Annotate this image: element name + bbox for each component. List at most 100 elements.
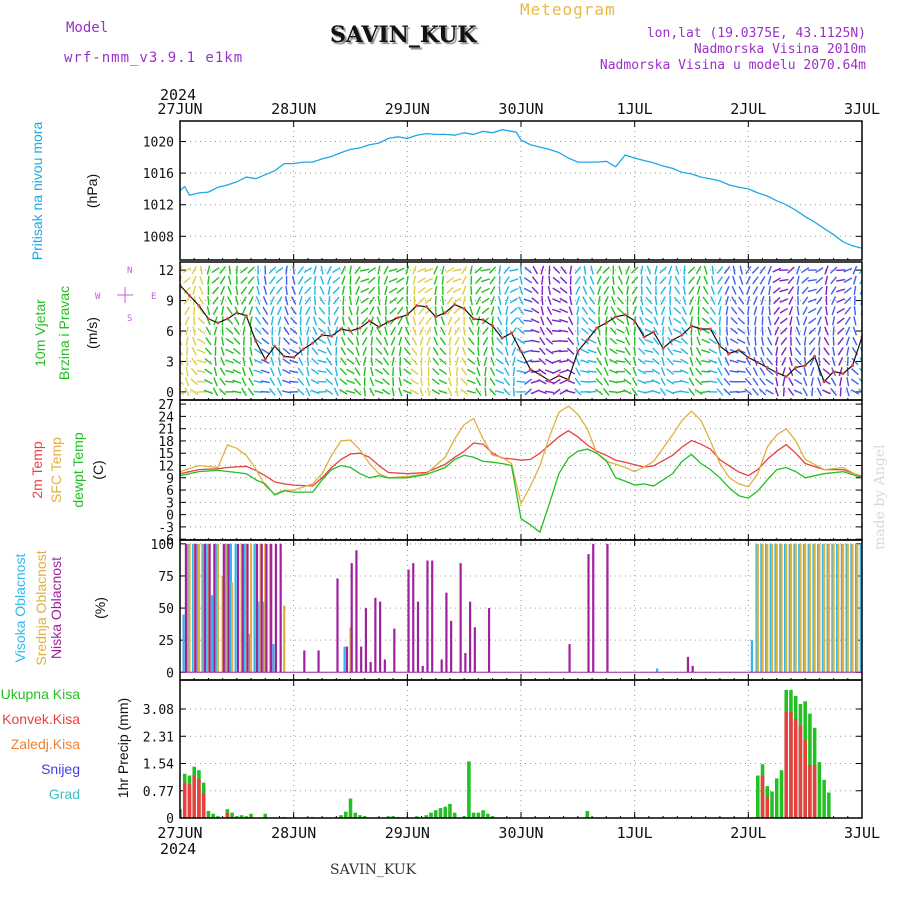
wind-arrow	[672, 338, 682, 344]
wind-arrow	[332, 267, 341, 274]
wind-arrow	[346, 368, 355, 375]
bar-mid_cloud	[249, 543, 253, 673]
bar-mid_cloud	[856, 543, 859, 673]
wind-arrow	[455, 367, 459, 377]
wind-arrow	[455, 387, 459, 397]
wind-arrow	[598, 306, 601, 316]
wind-arrow	[787, 286, 795, 295]
bar-mid_cloud	[197, 543, 201, 673]
series-line-sfc	[180, 405, 862, 506]
wind-arrow	[334, 336, 338, 346]
wind-gust-point	[595, 326, 599, 330]
wind-arrow	[270, 316, 274, 326]
bar-high_cloud	[248, 633, 251, 673]
temp-axis-title-2: SFC Temp	[48, 437, 64, 503]
wind-arrow	[832, 326, 835, 336]
wind-arrow	[602, 387, 610, 396]
wind-arrow	[405, 265, 410, 275]
wind-arrow	[332, 276, 341, 284]
wind-arrow	[803, 367, 807, 377]
wind-gust-point	[235, 311, 239, 315]
wind-arrow	[481, 307, 490, 315]
wind-arrow	[779, 317, 788, 325]
wind-arrow	[305, 306, 311, 315]
wind-gust-point	[841, 372, 845, 376]
wind-arrow	[818, 336, 821, 346]
wind-arrow	[694, 378, 703, 386]
wind-gust-point	[216, 321, 220, 325]
bar-mid_cloud	[808, 543, 812, 673]
y-tick-label: 6	[166, 325, 174, 340]
wind-arrow	[597, 296, 601, 306]
bar-mid_cloud	[789, 543, 793, 673]
series-line-dewpt	[180, 448, 862, 534]
bar-high_cloud	[262, 601, 266, 673]
wind-arrow	[482, 336, 489, 346]
y-tick-label: 3.08	[143, 703, 174, 718]
wind-arrow	[524, 266, 532, 274]
wind-arrow	[552, 369, 561, 375]
year-label-top: 2024	[160, 86, 196, 104]
wind-arrow	[544, 390, 554, 394]
bar-high_cloud	[206, 543, 209, 673]
wind-arrow	[803, 326, 807, 336]
bar-high_cloud	[764, 543, 768, 673]
wind-arrow	[461, 357, 468, 366]
wind-arrow	[490, 356, 495, 366]
y-tick-label: 21	[158, 423, 174, 438]
wind-arrow	[452, 268, 462, 272]
wind-arrow	[204, 379, 213, 385]
wind-arrow	[689, 367, 694, 376]
bar-high_cloud	[845, 543, 848, 673]
bar-high_cloud	[798, 543, 801, 673]
wind-arrow	[767, 316, 772, 326]
wind-arrow	[817, 377, 822, 387]
bar-total_precip	[774, 778, 779, 818]
bar-total_precip	[438, 808, 443, 818]
wind-arrow	[772, 277, 781, 284]
wind-arrow	[768, 306, 771, 316]
wind-arrow	[574, 377, 582, 386]
wind-arrow	[297, 266, 305, 275]
wind-arrow	[631, 296, 638, 305]
y-tick-label: 3	[166, 355, 174, 370]
wind-arrow	[603, 296, 609, 305]
model-elevation-label: Nadmorska Visina u modelu 2070.64m	[599, 58, 866, 73]
credit-watermark: made by Angel	[872, 444, 888, 551]
wind-arrow	[824, 316, 829, 326]
bar-low_cloud	[369, 662, 372, 673]
wind-arrow	[545, 358, 554, 365]
wind-arrow	[342, 296, 345, 306]
wind-arrow	[474, 266, 483, 274]
wind-arrow	[759, 357, 766, 366]
wind-arrow	[431, 378, 440, 386]
wind-arrow	[604, 346, 608, 356]
wind-arrow	[368, 296, 375, 305]
wind-arrow	[427, 356, 431, 366]
wind-arrow	[682, 285, 686, 295]
wind-gust-point	[396, 316, 400, 320]
wind-arrow	[838, 357, 844, 366]
bar-conv_precip	[187, 784, 192, 818]
wind-arrow	[775, 377, 779, 387]
wind-arrow	[233, 337, 241, 345]
wind-arrow	[412, 275, 417, 285]
wind-arrow	[313, 275, 317, 285]
wind-arrow	[568, 316, 574, 326]
wind-arrow	[789, 316, 793, 326]
wind-arrow	[263, 285, 268, 295]
y-tick-label: 3	[166, 496, 174, 511]
wind-arrow	[489, 388, 497, 396]
bar-low_cloud	[255, 543, 259, 673]
wind-arrow	[523, 319, 533, 323]
wind-arrow	[249, 316, 253, 326]
wind-arrow	[818, 356, 821, 366]
bar-low_cloud	[236, 543, 240, 673]
wind-arrow	[305, 387, 311, 397]
wind-arrow	[552, 276, 561, 284]
wind-arrow	[695, 265, 702, 275]
wind-arrow	[182, 267, 192, 274]
wind-arrow	[285, 265, 288, 275]
wind-arrow	[794, 347, 802, 356]
wind-arrow	[389, 307, 397, 315]
